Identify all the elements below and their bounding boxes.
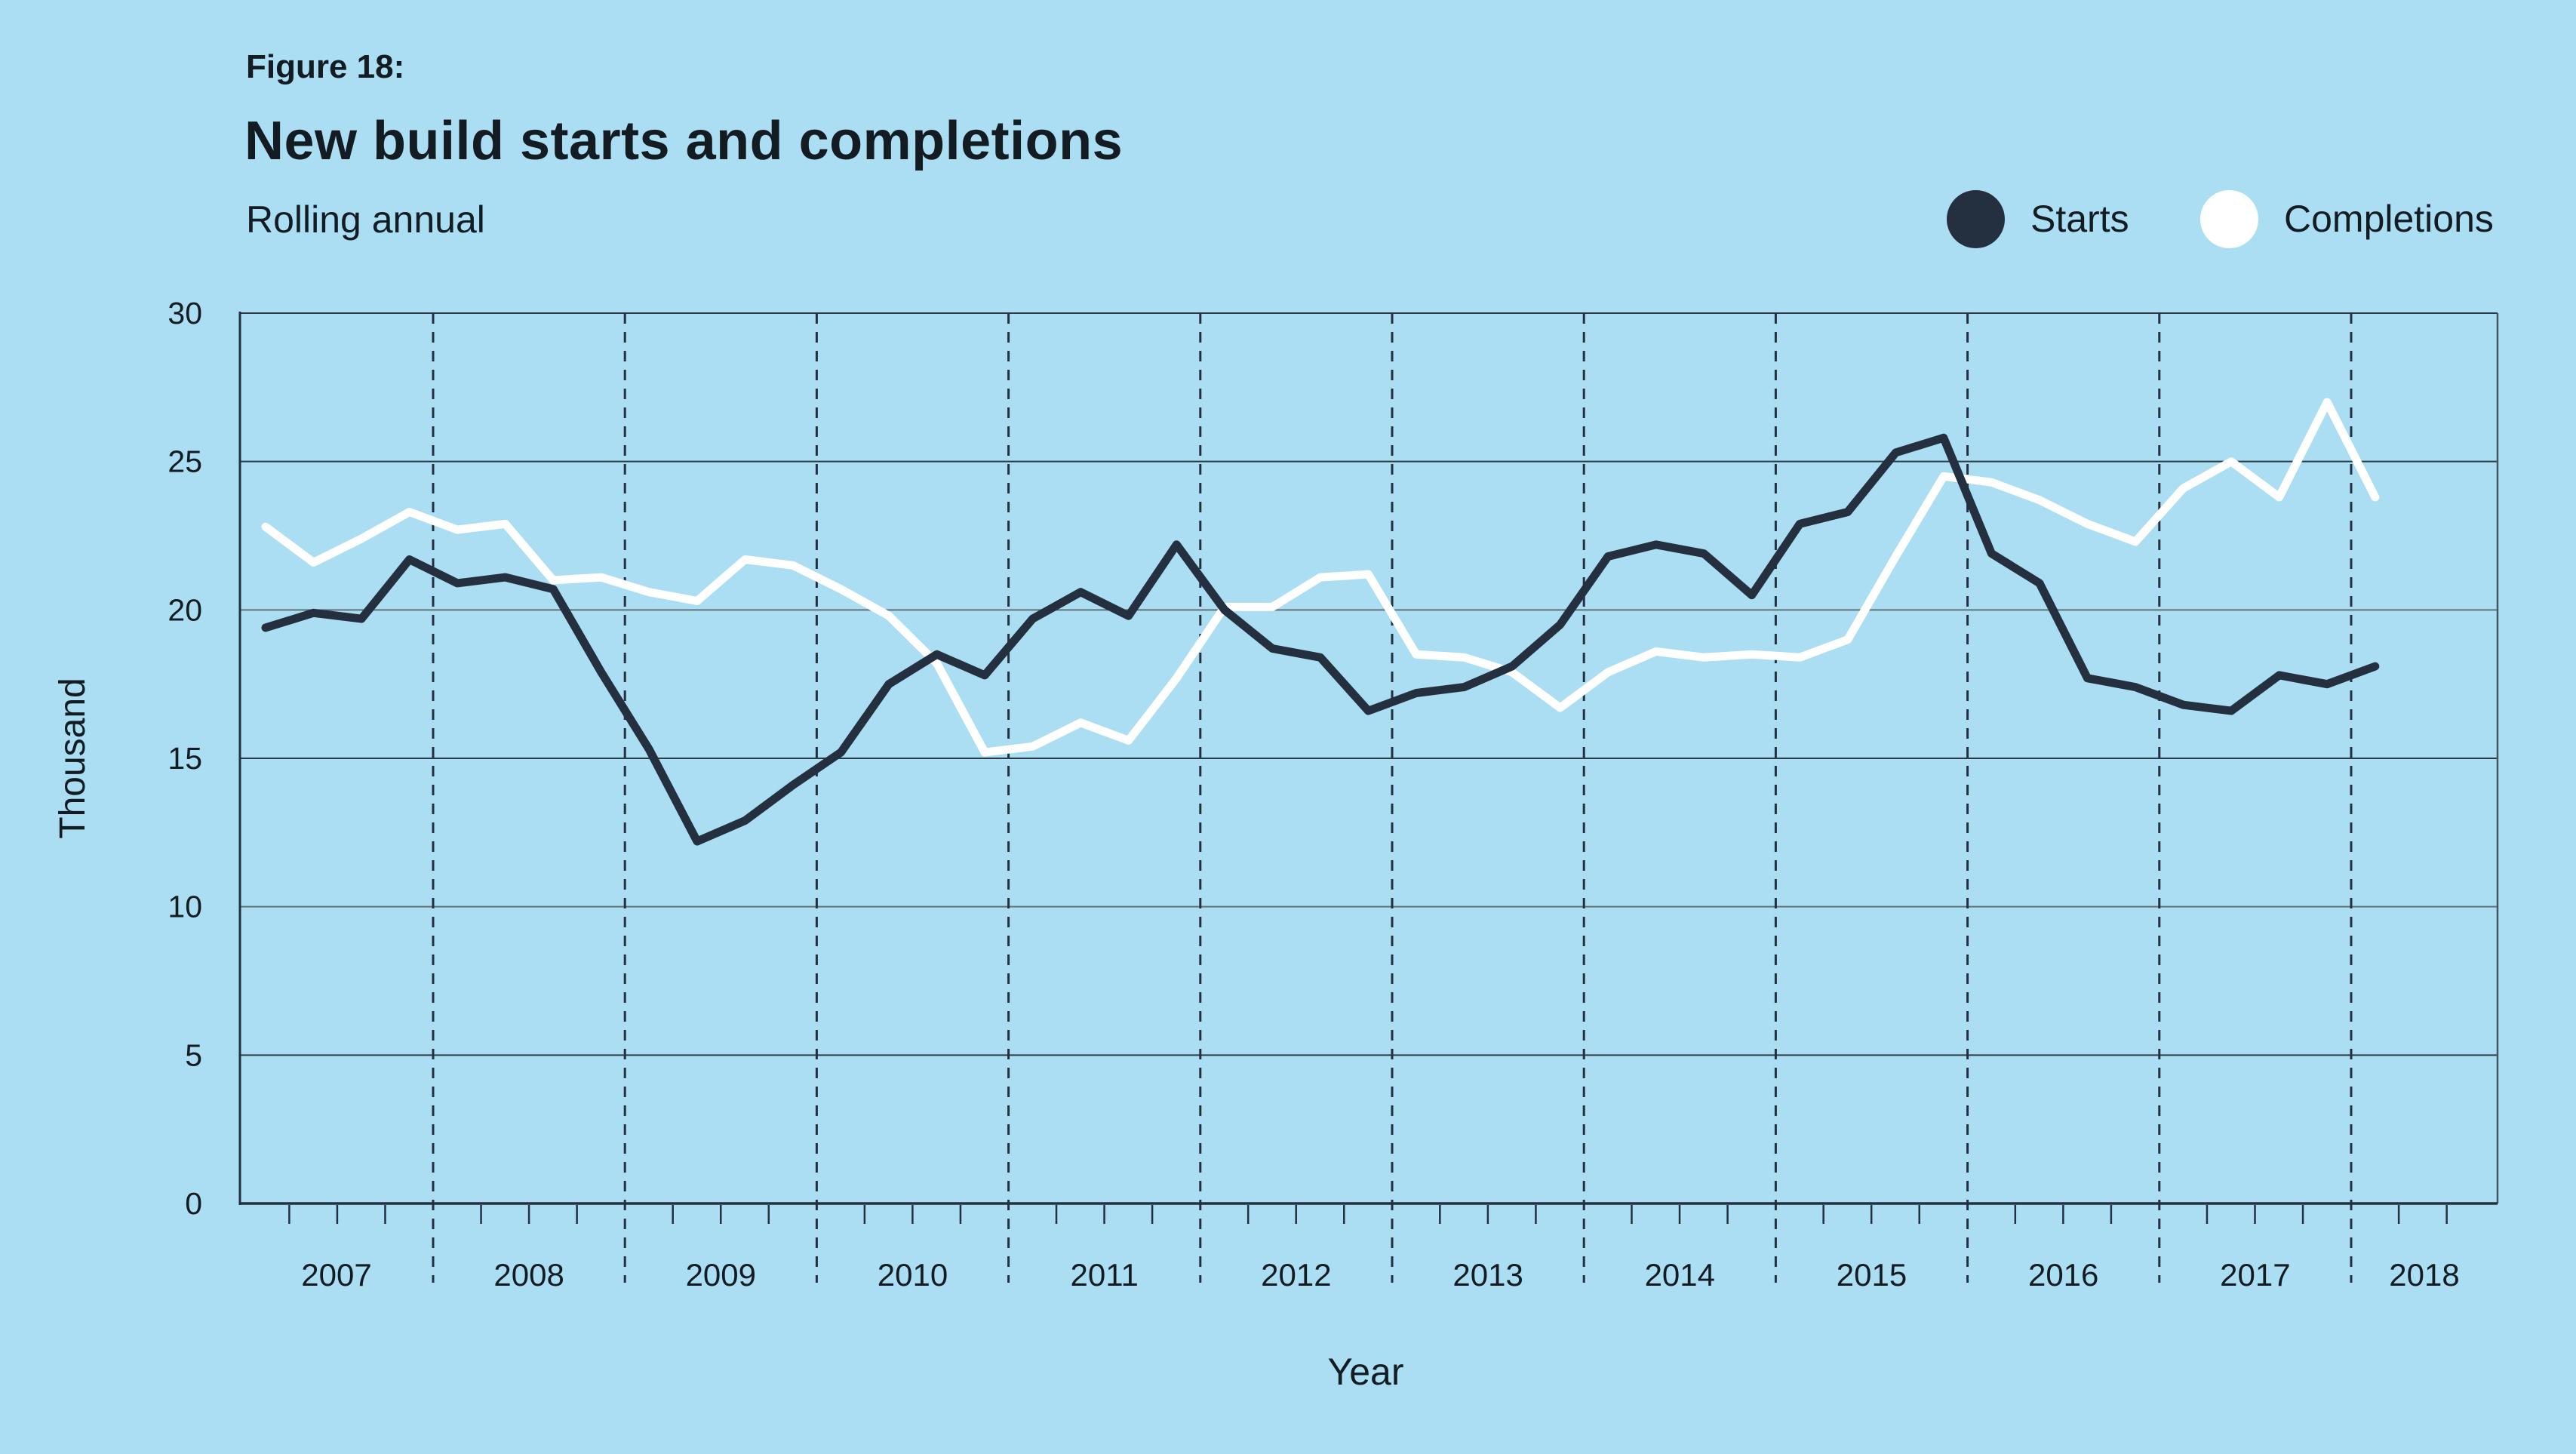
x-tick-label-2011: 2011 [1071,1257,1139,1293]
y-tick-label-30: 30 [168,296,202,330]
x-tick-label-2007: 2007 [301,1257,371,1293]
x-tick-label-2013: 2013 [1452,1257,1523,1293]
y-tick-label-10: 10 [168,890,202,924]
x-tick-label-2015: 2015 [1837,1257,1907,1293]
x-tick-label-2016: 2016 [2028,1257,2098,1293]
figure-number-label: Figure 18: [246,48,405,85]
legend-label-starts: Starts [2030,198,2129,240]
figure-subtitle: Rolling annual [246,198,485,241]
x-tick-label-2008: 2008 [493,1257,564,1293]
x-tick-label-2012: 2012 [1261,1257,1331,1293]
legend-item-completions: Completions [2200,189,2494,248]
completions-swatch-icon [2200,189,2258,248]
legend-item-starts: Starts [1947,189,2129,248]
x-tick-label-2017: 2017 [2220,1257,2290,1293]
y-axis-title: Thousand [53,678,93,839]
series-line-starts [261,433,2380,846]
starts-swatch-icon [1947,189,2005,248]
x-tick-label-2014: 2014 [1645,1257,1715,1293]
series-line-completions [261,398,2380,757]
x-axis-title: Year [1327,1351,1403,1393]
y-tick-label-0: 0 [185,1186,202,1221]
y-tick-label-15: 15 [168,741,202,776]
legend-label-completions: Completions [2284,198,2494,240]
x-tick-label-2018: 2018 [2389,1257,2459,1293]
y-tick-label-20: 20 [168,592,202,627]
figure-title: New build starts and completions [244,111,1124,171]
x-tick-label-2009: 2009 [686,1257,756,1293]
y-tick-label-25: 25 [168,444,202,479]
x-tick-label-2010: 2010 [878,1257,948,1293]
y-tick-label-5: 5 [185,1037,202,1072]
